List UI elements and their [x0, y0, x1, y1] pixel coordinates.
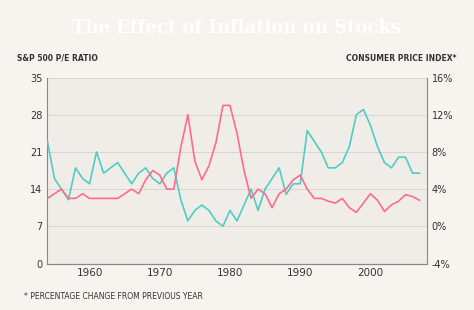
- Text: CONSUMER PRICE INDEX*: CONSUMER PRICE INDEX*: [346, 54, 457, 63]
- Text: The Effect of Inflation on Stocks: The Effect of Inflation on Stocks: [73, 19, 401, 37]
- Text: S&P 500 P/E RATIO: S&P 500 P/E RATIO: [17, 54, 98, 63]
- Text: * PERCENTAGE CHANGE FROM PREVIOUS YEAR: * PERCENTAGE CHANGE FROM PREVIOUS YEAR: [24, 292, 202, 301]
